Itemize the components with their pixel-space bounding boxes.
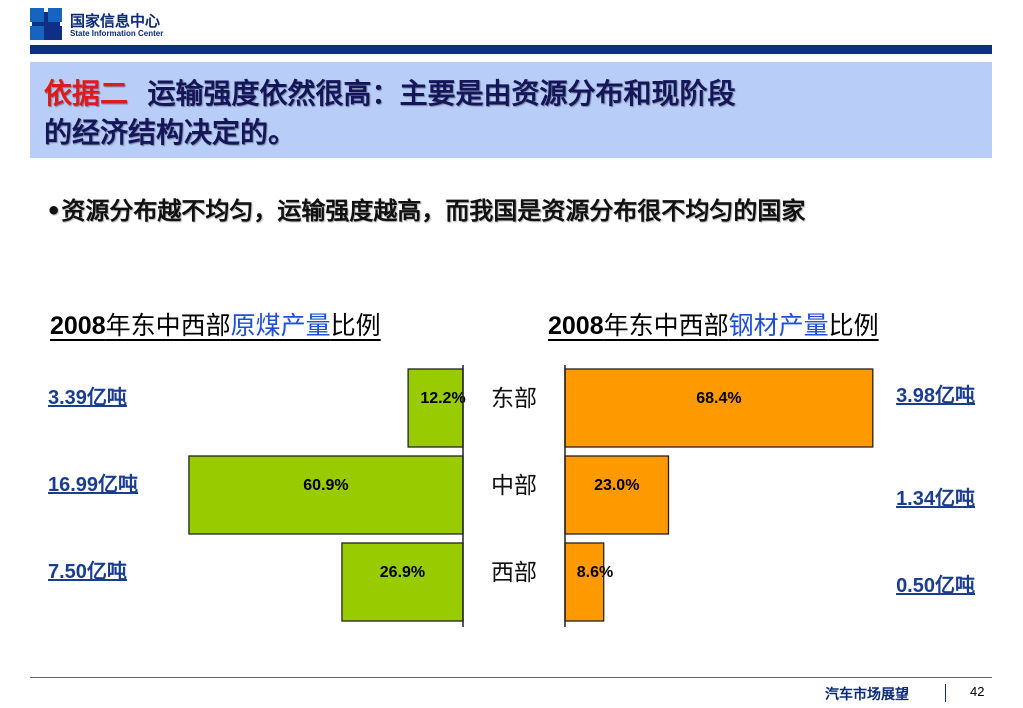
coal-bar [341, 542, 464, 622]
coal-value-label: 12.2% [420, 390, 465, 407]
steel-value-label: 8.6% [577, 564, 613, 581]
steel-value-label: 23.0% [594, 477, 639, 494]
header-divider-bar [30, 45, 992, 54]
steel-bar [564, 455, 670, 535]
bullet-text: 资源分布越不均匀，运输强度越高，而我国是资源分布很不均匀的国家 [61, 197, 806, 225]
region-label: 东部 [491, 386, 537, 412]
coal-bar [407, 368, 464, 448]
coal-chart-title: 2008年东中西部原煤产量比例 [50, 306, 381, 342]
region-label: 西部 [491, 560, 537, 586]
steel-bar [564, 542, 605, 622]
coal-tonnage-label: 7.50亿吨 [48, 559, 127, 583]
page-number: 42 [970, 684, 985, 699]
steel-chart-title: 2008年东中西部钢材产量比例 [548, 306, 879, 342]
org-name-en: State Information Center [70, 29, 164, 38]
steel-tonnage-label: 3.98亿吨 [896, 383, 975, 407]
slide-title: 依据二 运输强度依然很高：主要是由资源分布和现阶段 的经济结构决定的。 [30, 62, 992, 158]
footer-name: 汽车市场展望 [825, 687, 909, 703]
coal-title-emph: 原煤产量 [230, 311, 331, 340]
steel-tonnage-label: 1.34亿吨 [896, 486, 975, 510]
steel-value-label: 68.4% [696, 390, 741, 407]
coal-value-label: 26.9% [380, 564, 425, 581]
region-label: 中部 [491, 473, 537, 499]
title-line2: 的经济结构决定的。 [44, 116, 297, 149]
footer-divider [30, 677, 992, 678]
bullet-mark: • [46, 197, 62, 225]
steel-bar [564, 368, 874, 448]
coal-title-prefix: 年东中西部 [105, 311, 231, 340]
coal-tonnage-label: 3.39亿吨 [48, 385, 127, 409]
coal-tonnage-label: 16.99亿吨 [48, 472, 138, 496]
title-highlight: 依据二 [44, 77, 129, 110]
coal-title-suffix: 比例 [330, 311, 381, 340]
footer-separator [945, 684, 946, 702]
coal-value-label: 60.9% [303, 477, 348, 494]
org-name-cn: 国家信息中心 [70, 12, 161, 30]
steel-title-emph: 钢材产量 [728, 311, 829, 340]
bullet-point: •资源分布越不均匀，运输强度越高，而我国是资源分布很不均匀的国家 [46, 194, 956, 228]
coal-title-year: 2008 [50, 312, 106, 340]
steel-title-year: 2008 [548, 312, 604, 340]
state-information-center-logo-icon [30, 8, 62, 40]
steel-tonnage-label: 0.50亿吨 [896, 573, 975, 597]
coal-bar [188, 455, 464, 535]
steel-title-prefix: 年东中西部 [603, 311, 729, 340]
title-line1: 运输强度依然很高：主要是由资源分布和现阶段 [147, 77, 736, 110]
steel-title-suffix: 比例 [828, 311, 879, 340]
